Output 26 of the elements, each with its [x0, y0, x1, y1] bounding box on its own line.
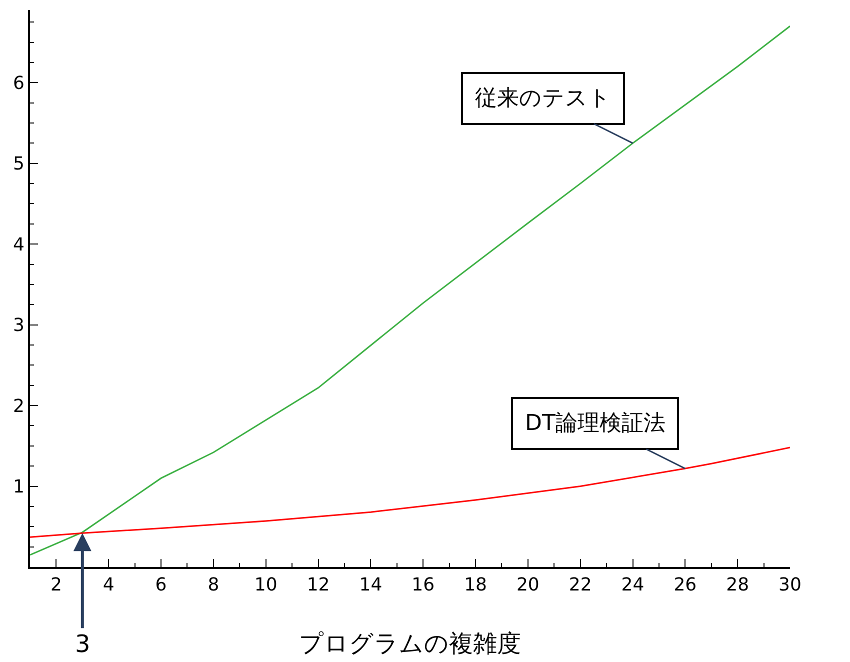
y-tick-label: 5 — [12, 154, 24, 175]
x-tick-label: 4 — [102, 574, 114, 596]
x-tick-label: 8 — [208, 574, 220, 596]
x-tick-label: 14 — [359, 574, 382, 596]
y-tick-label: 2 — [12, 396, 24, 417]
x-tick-label: 20 — [516, 574, 540, 596]
x-axis-title: プログラムの複雑度 — [299, 629, 521, 658]
y-tick-label: 4 — [12, 234, 24, 256]
y-tick-label: 6 — [12, 72, 24, 94]
x-tick-label: 18 — [464, 574, 487, 596]
x-tick-label: 22 — [568, 574, 592, 596]
x-tick-label: 26 — [674, 574, 697, 596]
x-tick-label: 30 — [778, 574, 802, 596]
annotation: 3 — [75, 630, 90, 658]
x-tick-label: 12 — [306, 574, 330, 596]
x-tick-label: 24 — [621, 574, 644, 596]
line-series — [30, 25, 790, 556]
x-tick-label: 16 — [412, 574, 435, 596]
x-tick-label: 2 — [50, 574, 62, 596]
series-label: DT論理検証法 — [525, 411, 666, 436]
y-tick-label: 1 — [12, 476, 24, 498]
x-tick-label: 28 — [726, 574, 750, 596]
x-tick-label: 6 — [155, 574, 167, 596]
series-label: 従来のテスト — [475, 86, 611, 111]
y-tick-label: 3 — [12, 315, 24, 336]
x-tick-label: 10 — [254, 574, 278, 596]
